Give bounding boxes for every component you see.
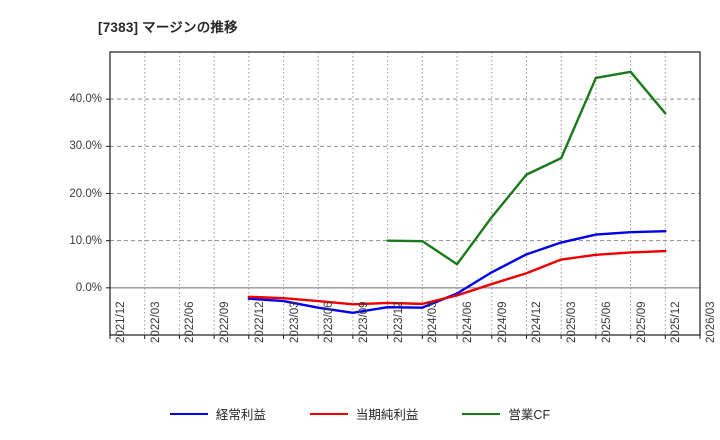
y-tick-label: 10.0% <box>69 234 102 247</box>
x-tick-label: 2025/03 <box>566 301 579 343</box>
y-tick-label: 20.0% <box>69 187 102 200</box>
x-tick-label: 2024/06 <box>462 301 475 343</box>
legend-line-icon <box>462 412 501 415</box>
y-tick-label: 40.0% <box>69 93 102 106</box>
chart-legend: 経常利益 当期純利益 営業CF <box>0 404 720 423</box>
legend-label: 経常利益 <box>215 408 266 422</box>
x-tick-label: 2022/06 <box>184 301 197 343</box>
gridlines <box>109 52 701 335</box>
legend-label: 営業CF <box>508 408 551 422</box>
legend-line-icon <box>309 412 348 415</box>
y-tick-label: 30.0% <box>69 140 102 153</box>
x-tick-label: 2023/09 <box>357 301 370 343</box>
x-tick-label: 2024/09 <box>496 301 509 343</box>
x-tick-label: 2023/03 <box>288 301 301 343</box>
legend-line-icon <box>169 412 208 415</box>
legend-item[interactable]: 当期純利益 <box>309 404 419 423</box>
legend-item[interactable]: 経常利益 <box>169 404 266 423</box>
series-line-営業CF <box>386 70 667 266</box>
x-tick-label: 2024/12 <box>531 301 544 343</box>
legend-label: 当期純利益 <box>355 408 419 422</box>
x-tick-label: 2025/06 <box>600 301 613 343</box>
x-tick-label: 2022/12 <box>253 301 266 343</box>
x-tick-label: 2026/03 <box>705 301 717 343</box>
chart-title: [7383] マージンの推移 <box>98 20 238 35</box>
x-tick-label: 2025/12 <box>670 301 683 343</box>
x-tick-label: 2024/03 <box>427 301 440 343</box>
y-tick-label: 0.0% <box>75 281 102 294</box>
series-lines <box>247 70 667 315</box>
series-line-当期純利益 <box>247 249 667 306</box>
legend-item[interactable]: 営業CF <box>462 404 550 423</box>
x-tick-label: 2022/03 <box>149 301 162 343</box>
x-tick-label: 2023/06 <box>323 301 336 343</box>
x-tick-label: 2025/09 <box>635 301 648 343</box>
axis-frame <box>106 51 701 339</box>
x-tick-label: 2022/09 <box>219 301 232 343</box>
series-line-経常利益 <box>247 230 667 315</box>
x-tick-label: 2021/12 <box>115 301 127 343</box>
x-tick-label: 2023/12 <box>392 301 405 343</box>
